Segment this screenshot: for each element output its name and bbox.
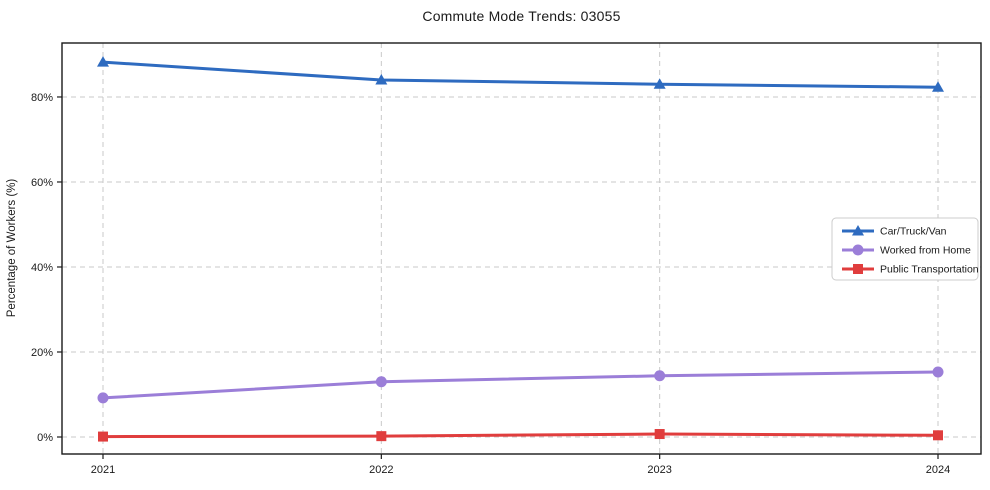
- y-tick-label: 60%: [31, 177, 53, 189]
- data-point-public-transportation: [376, 431, 387, 442]
- data-point-car-truck-van: [932, 81, 944, 92]
- y-tick-label: 0%: [37, 432, 53, 444]
- data-point-worked-from-home: [654, 370, 666, 382]
- x-tick-label: 2022: [369, 464, 393, 476]
- series-line-car-truck-van: [101, 60, 940, 89]
- y-tick-label: 40%: [31, 262, 53, 274]
- legend-label-worked-from-home: Worked from Home: [880, 245, 971, 257]
- x-tick-label: 2023: [647, 464, 671, 476]
- x-tick-label: 2021: [91, 464, 115, 476]
- data-point-car-truck-van: [375, 73, 388, 85]
- y-tick-label: 80%: [31, 92, 53, 104]
- legend-label-public-transportation: Public Transportation: [880, 264, 979, 276]
- data-point-worked-from-home: [932, 366, 944, 378]
- legend-square-icon: [853, 264, 863, 274]
- legend-triangle-icon: [852, 225, 864, 236]
- legend-box: [831, 217, 979, 281]
- plot-border: [61, 42, 982, 455]
- series-line-worked-from-home: [101, 370, 940, 400]
- y-axis-label: Percentage of Workers (%): [6, 179, 18, 318]
- chart-title: Commute Mode Trends: 03055: [422, 8, 621, 24]
- legend-label-car-truck-van: Car/Truck/Van: [880, 226, 947, 238]
- data-point-car-truck-van: [653, 78, 666, 89]
- series-line-public-transportation: [101, 432, 940, 439]
- data-point-worked-from-home: [97, 392, 109, 404]
- legend-circle-icon: [852, 244, 864, 256]
- data-point-worked-from-home: [375, 376, 387, 388]
- data-point-car-truck-van: [97, 56, 109, 67]
- y-tick-label: 20%: [31, 347, 53, 359]
- data-point-public-transportation: [654, 429, 665, 440]
- data-point-public-transportation: [98, 431, 108, 442]
- data-point-public-transportation: [933, 430, 943, 441]
- x-tick-label: 2024: [926, 464, 950, 476]
